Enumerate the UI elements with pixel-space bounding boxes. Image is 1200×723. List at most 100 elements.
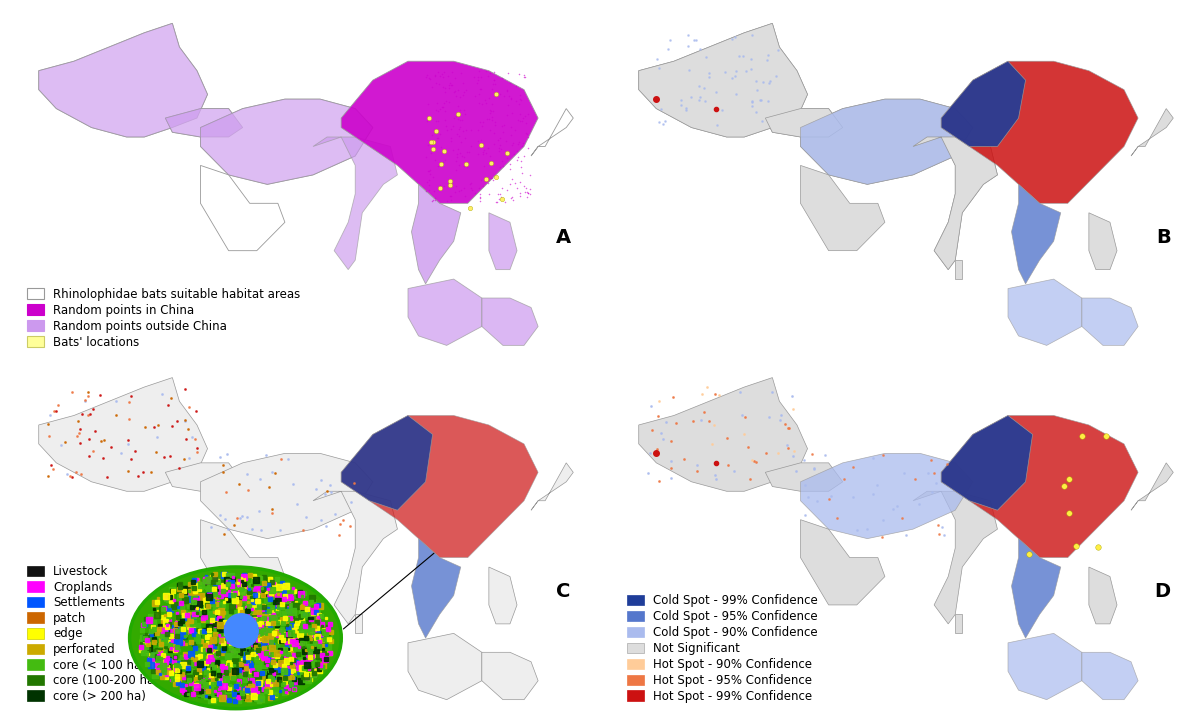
Point [464, 71, 484, 82]
Ellipse shape [130, 567, 341, 709]
Point [480, 150, 499, 162]
Point [448, 148, 467, 160]
Point [515, 69, 534, 80]
Point [443, 120, 462, 132]
Polygon shape [38, 23, 208, 137]
Point [457, 161, 476, 173]
Point [479, 70, 498, 82]
Point [510, 190, 529, 202]
Point [493, 193, 512, 205]
Polygon shape [341, 61, 538, 203]
Point [502, 93, 521, 105]
Point [418, 116, 437, 127]
Point [482, 173, 502, 184]
Point [479, 177, 498, 189]
Point [462, 177, 481, 189]
Polygon shape [800, 99, 973, 184]
Point [449, 131, 468, 142]
Point [503, 174, 522, 185]
Point [515, 180, 534, 192]
Point [485, 74, 504, 86]
Point [505, 178, 524, 189]
Point [497, 153, 516, 164]
Point [474, 116, 493, 128]
Point [476, 65, 496, 77]
Polygon shape [200, 99, 373, 184]
Point [515, 110, 534, 121]
Point [455, 182, 474, 194]
Point [431, 179, 450, 191]
Polygon shape [313, 137, 397, 270]
Point [420, 174, 439, 186]
Point [514, 137, 533, 149]
Polygon shape [532, 463, 574, 510]
Polygon shape [412, 184, 461, 284]
Point [473, 98, 492, 109]
Point [436, 154, 455, 166]
Point [442, 124, 461, 135]
Point [493, 181, 512, 193]
Point [520, 188, 539, 200]
Point [470, 83, 490, 95]
Point [421, 147, 440, 159]
Point [470, 182, 490, 194]
Point [470, 192, 490, 203]
Point [444, 86, 463, 98]
Point [450, 123, 469, 134]
Point [431, 70, 450, 82]
Point [426, 104, 445, 116]
Point [427, 77, 446, 88]
Point [446, 90, 466, 101]
Point [451, 136, 470, 147]
Point [509, 151, 528, 163]
Point [497, 148, 516, 160]
Point [424, 171, 443, 183]
Point [515, 71, 534, 82]
Polygon shape [941, 416, 1138, 557]
Point [488, 142, 508, 153]
Point [516, 182, 535, 194]
Point [455, 108, 474, 120]
Point [476, 114, 496, 125]
Point [502, 129, 521, 141]
Point [500, 158, 520, 170]
Text: D: D [1154, 582, 1171, 602]
Point [454, 90, 473, 101]
Polygon shape [412, 539, 461, 638]
Point [439, 175, 458, 187]
Point [488, 134, 508, 146]
Point [424, 142, 443, 154]
Point [422, 196, 442, 208]
Point [490, 145, 509, 157]
Point [476, 174, 496, 185]
Point [514, 150, 533, 162]
Polygon shape [913, 491, 997, 624]
Point [419, 184, 438, 195]
Point [511, 115, 530, 127]
Point [440, 80, 460, 91]
Point [439, 82, 458, 94]
Point [469, 65, 488, 77]
Point [457, 124, 476, 136]
Point [469, 72, 488, 83]
Point [444, 112, 463, 124]
Point [446, 151, 466, 163]
Point [498, 184, 517, 196]
Point [421, 137, 440, 148]
Point [461, 182, 480, 194]
Point [472, 174, 491, 186]
Point [516, 187, 535, 198]
Point [474, 147, 493, 159]
Point [517, 129, 536, 140]
Polygon shape [341, 416, 433, 510]
Point [468, 77, 487, 89]
Point [455, 86, 474, 98]
Point [479, 142, 498, 153]
Point [480, 107, 499, 119]
Polygon shape [913, 137, 997, 270]
Point [502, 192, 521, 203]
Point [486, 88, 505, 100]
Point [504, 137, 523, 148]
Polygon shape [1008, 633, 1082, 700]
Point [416, 72, 436, 83]
